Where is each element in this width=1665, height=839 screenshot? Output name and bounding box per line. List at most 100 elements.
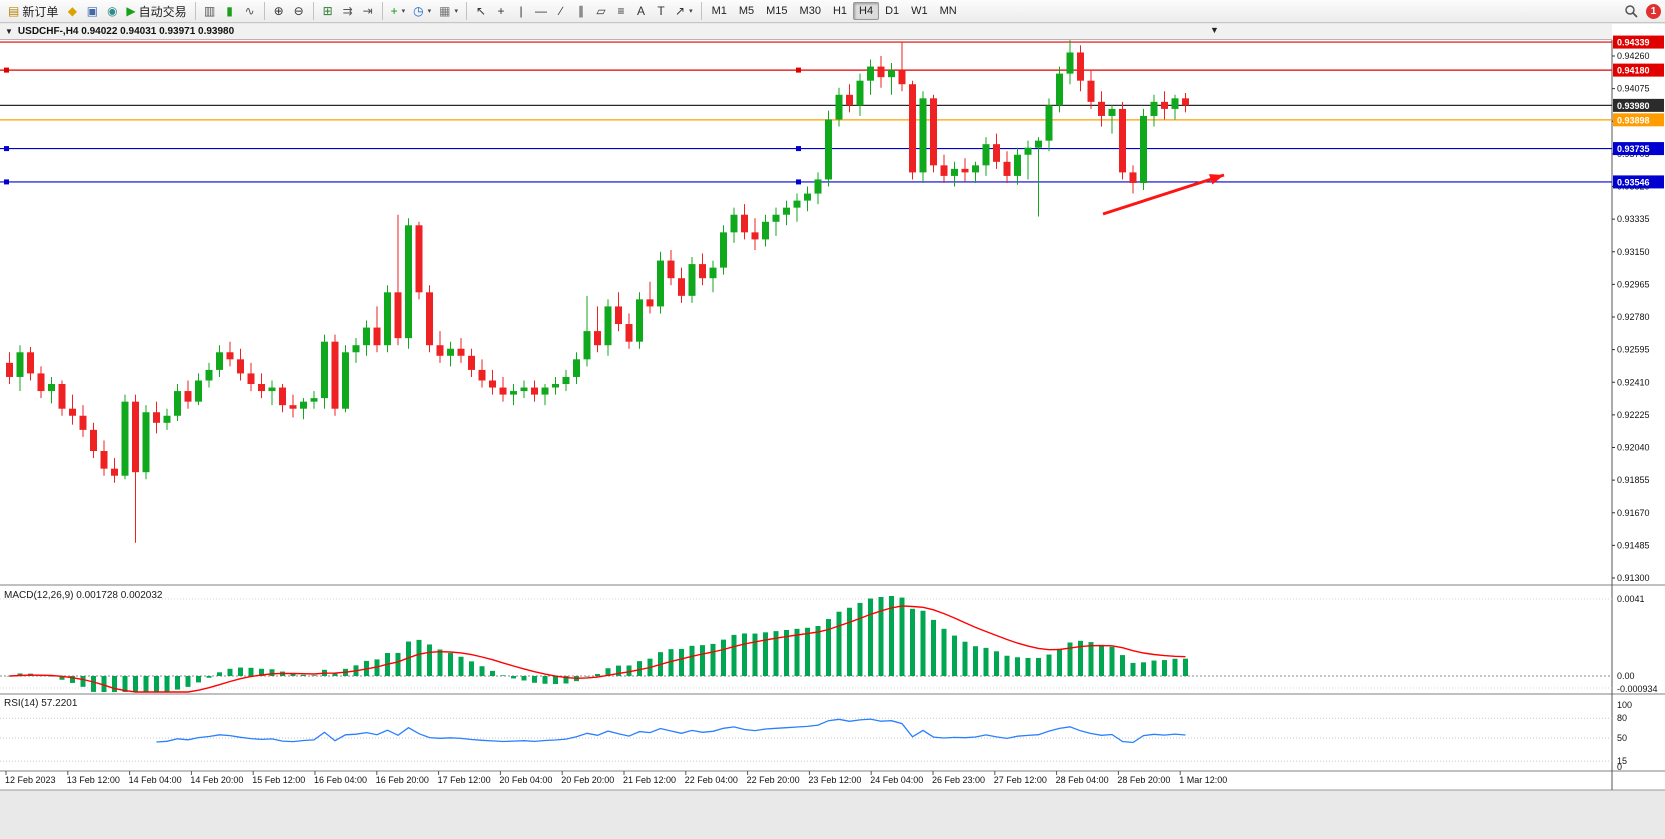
timeframe-button-mn[interactable]: MN	[934, 2, 963, 20]
zoom-out-button[interactable]: ⊖	[289, 1, 309, 21]
timeframe-button-h4[interactable]: H4	[853, 2, 880, 20]
zoom-in-button[interactable]: ⊕	[269, 1, 289, 21]
market-watch-button[interactable]: ◆	[62, 1, 82, 21]
period-button[interactable]: ◷ ▾	[409, 1, 435, 21]
candlestick	[1035, 140, 1042, 148]
equidistant-channel-button[interactable]: ▱	[591, 1, 611, 21]
macd-histogram-bar	[731, 634, 737, 676]
candlestick	[783, 207, 790, 215]
candlestick	[58, 384, 66, 409]
bar-chart-button[interactable]: ▥	[200, 1, 220, 21]
support-line-1-handle[interactable]	[796, 146, 801, 152]
candlestick	[1045, 105, 1053, 141]
new-order-button[interactable]: ▤ 新订单	[4, 1, 62, 21]
timeframe-button-d1[interactable]: D1	[879, 2, 905, 20]
support-line-2-handle[interactable]	[796, 179, 801, 185]
timeframe-button-m1[interactable]: M1	[706, 2, 733, 20]
arrows-icon: ↗	[675, 4, 686, 18]
candlestick	[562, 376, 570, 385]
macd-histogram-bar	[206, 676, 212, 678]
channel-button[interactable]: ∥	[571, 1, 591, 21]
timeframe-button-m30[interactable]: M30	[794, 2, 827, 20]
add-indicator-button[interactable]: + ▾	[387, 1, 410, 21]
candlestick-chart-button[interactable]: ▮	[220, 1, 240, 21]
label-button[interactable]: T	[651, 1, 671, 21]
time-axis-label: 12 Feb 2023	[5, 775, 56, 785]
period-icon: ◷	[413, 4, 424, 18]
chart-shift-button[interactable]: ⇥	[358, 1, 378, 21]
toolbar-separator	[194, 2, 196, 20]
candlestick	[373, 327, 381, 346]
candlestick	[604, 306, 612, 346]
timeframe-button-w1[interactable]: W1	[905, 2, 934, 20]
vertical-line-icon: |	[519, 4, 523, 18]
equidistant-channel-icon: ▱	[596, 4, 606, 18]
play-icon: ▶	[126, 4, 136, 18]
rsi-axis-label: 50	[1617, 733, 1627, 743]
support-line-1-handle[interactable]	[4, 146, 9, 152]
timeframe-group: M1 M5 M15 M30 H1 H4 D1 W1 MN	[706, 2, 963, 20]
candlestick	[741, 214, 748, 233]
timeframe-button-h1[interactable]: H1	[827, 2, 853, 20]
macd-histogram-bar	[185, 676, 191, 687]
macd-histogram-bar	[112, 676, 117, 692]
arrows-button[interactable]: ↗ ▾	[671, 1, 697, 21]
timeframe-button-m15[interactable]: M15	[760, 2, 793, 20]
trendline-button[interactable]: ∕	[551, 1, 571, 21]
resistance-line-1-price-badge	[1613, 35, 1664, 49]
price-axis-tick-label: 0.92595	[1617, 345, 1650, 355]
candlestick	[90, 429, 97, 452]
resistance-line-2-handle[interactable]	[796, 67, 801, 73]
template-button[interactable]: ▦ ▾	[435, 1, 462, 21]
vertical-line-button[interactable]: |	[511, 1, 531, 21]
fibonacci-button[interactable]: ≡	[611, 1, 631, 21]
candlestick	[184, 391, 192, 402]
candlestick	[100, 451, 108, 469]
price-axis-tick-label: 0.92780	[1617, 312, 1650, 322]
candlestick	[804, 193, 811, 201]
navigator-button[interactable]: ◉	[102, 1, 122, 21]
line-chart-button[interactable]: ∿	[240, 1, 260, 21]
candlestick-chart-icon: ▮	[226, 4, 233, 18]
data-window-button[interactable]: ▣	[82, 1, 102, 21]
candlestick	[79, 415, 87, 430]
toolbar-separator	[466, 2, 467, 20]
support-line-2-handle[interactable]	[4, 179, 9, 185]
macd-histogram-bar	[248, 667, 254, 676]
cursor-button[interactable]: ↖	[471, 1, 491, 21]
chart-menu-icon[interactable]: ▼	[5, 27, 13, 36]
chevron-down-icon: ▾	[454, 8, 458, 15]
chart-shift-marker[interactable]: ▼	[1210, 25, 1219, 35]
text-button[interactable]: A	[631, 1, 651, 21]
macd-histogram-bar	[941, 628, 947, 676]
candlestick	[426, 292, 433, 346]
macd-histogram-bar	[973, 646, 978, 676]
add-indicator-icon: +	[390, 4, 398, 18]
candlestick	[1056, 73, 1063, 106]
candlestick	[48, 384, 55, 392]
market-watch-icon: ◆	[67, 4, 77, 18]
notification-badge[interactable]: 1	[1646, 3, 1661, 19]
candlestick	[615, 306, 622, 325]
auto-trading-button[interactable]: ▶ 自动交易	[122, 1, 190, 21]
candlestick	[699, 264, 706, 279]
tile-windows-button[interactable]: ⊞	[318, 1, 338, 21]
arrow-annotation-head[interactable]	[1209, 174, 1224, 185]
new-order-label: 新订单	[22, 4, 59, 19]
candlestick	[468, 355, 475, 370]
resistance-line-2-handle[interactable]	[4, 67, 9, 73]
macd-histogram-bar	[763, 632, 768, 676]
auto-scroll-button[interactable]: ⇉	[338, 1, 358, 21]
horizontal-line-button[interactable]: —	[531, 1, 551, 21]
arrow-annotation[interactable]	[1102, 173, 1225, 216]
chart-background	[0, 24, 1665, 790]
candlestick	[436, 345, 444, 356]
macd-histogram-bar	[1088, 642, 1094, 676]
timeframe-button-m5[interactable]: M5	[733, 2, 760, 20]
label-icon: T	[657, 4, 665, 18]
macd-histogram-bar	[164, 676, 170, 692]
search-button[interactable]	[1620, 1, 1642, 21]
crosshair-button[interactable]: +	[491, 1, 511, 21]
candlestick	[720, 232, 727, 268]
